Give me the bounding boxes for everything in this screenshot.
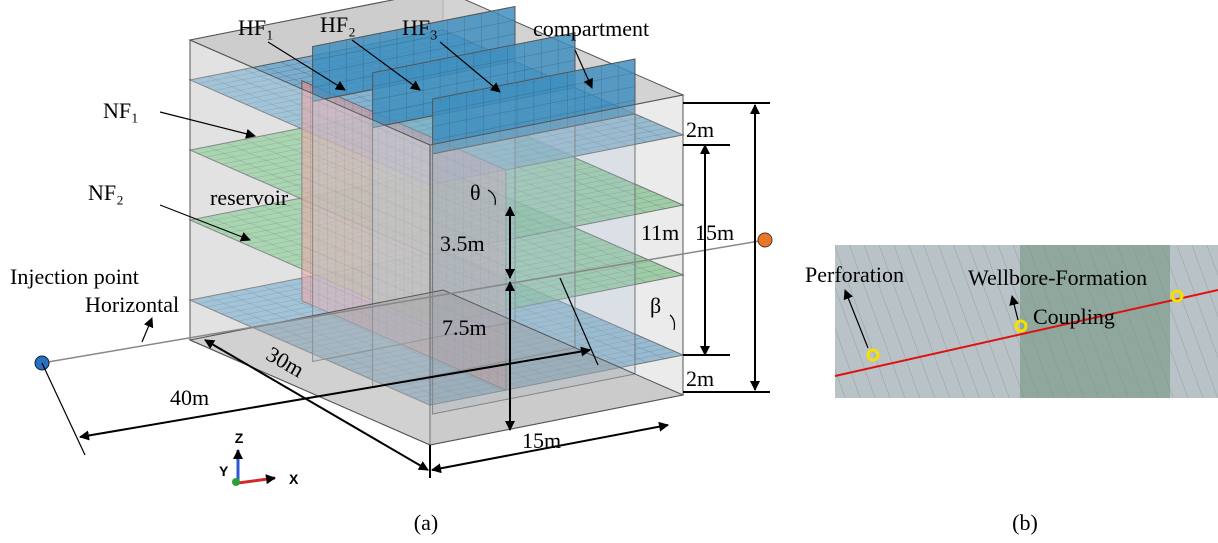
dimension-label: 15m (522, 428, 561, 453)
panel-b-label: Wellbore-Formation (968, 265, 1147, 290)
axis-label: Z (235, 430, 244, 446)
angle-label: β (650, 293, 661, 318)
injection-label: Injection point (10, 264, 139, 289)
hf-label: HF₃ (402, 15, 438, 40)
hf-label: HF₂ (320, 12, 356, 37)
reservoir-label: reservoir (210, 185, 289, 210)
dimension-label: 11m (641, 220, 679, 245)
dimension-label: 40m (170, 385, 209, 410)
well-end (758, 233, 772, 247)
compartment-label: compartment (533, 16, 649, 41)
caption: (a) (414, 510, 438, 535)
dimension-label: 15m (695, 220, 734, 245)
panel-b-label: Perforation (805, 262, 904, 287)
dimension-label: 3.5m (440, 231, 485, 256)
caption: (b) (1012, 510, 1038, 535)
well-label: Horizontal (85, 292, 179, 317)
nf-label: NF₁ (103, 98, 139, 123)
dimension-label: 2m (686, 366, 714, 391)
axis-label: Y (219, 463, 229, 479)
model-box (190, 0, 683, 445)
panel-b-label: Coupling (1033, 304, 1115, 329)
axis-label: X (289, 471, 299, 487)
nf-label: NF₂ (88, 180, 124, 205)
dimension-label: 7.5m (442, 315, 487, 340)
figure: HF₁ HF₂ HF₃ compartment NF₁ NF₂ reservoi… (0, 0, 1218, 543)
dimension-label: 2m (686, 117, 714, 142)
axis-triad (232, 450, 275, 486)
hf-label: HF₁ (238, 15, 274, 40)
angle-label: θ (470, 180, 481, 205)
